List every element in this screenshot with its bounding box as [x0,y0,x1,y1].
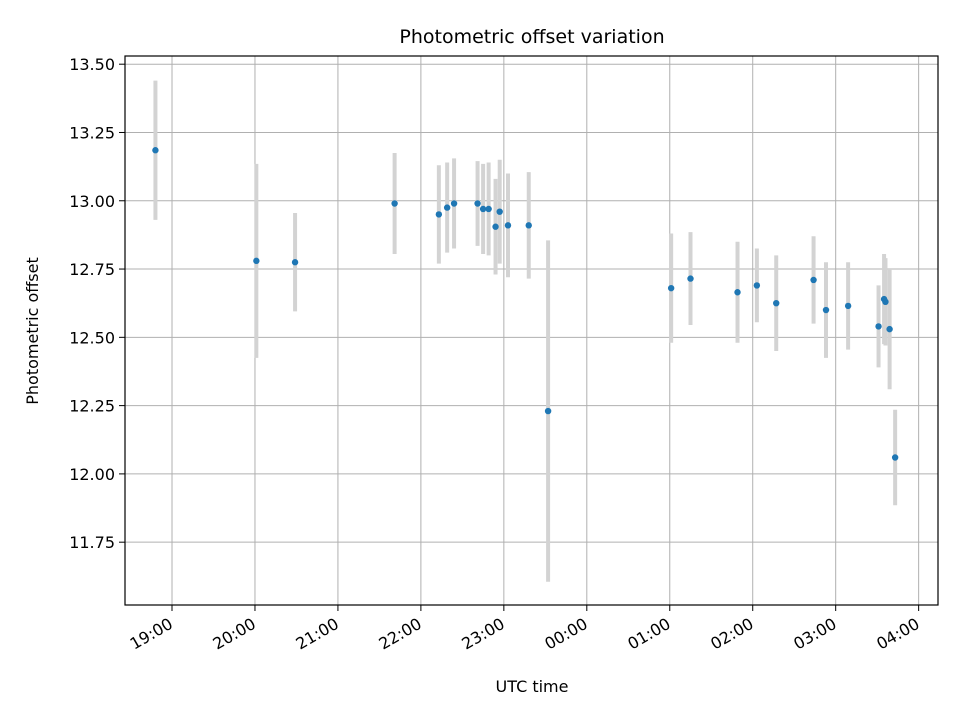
y-tick-label: 13.25 [69,123,115,142]
data-point [253,257,260,265]
data-point [891,454,899,461]
data-point [810,276,817,284]
data-point [485,205,492,213]
y-tick-label: 13.50 [69,55,115,74]
chart-title: Photometric offset variation [399,26,664,48]
data-point [479,205,487,213]
data-point [822,306,830,314]
data-point [753,282,761,289]
y-tick-label: 12.50 [69,328,115,347]
data-point [496,208,503,215]
data-point [667,284,675,292]
data-point [391,200,398,207]
x-axis-label: UTC time [496,677,569,696]
data-point [844,302,852,310]
data-point [474,200,481,207]
data-point [875,323,882,330]
data-point [291,259,299,266]
data-point [443,204,451,211]
data-point [886,325,893,333]
data-point [734,289,741,296]
data-point [492,223,499,230]
y-axis-ticks: 11.75 12.00 12.25 12.50 12.75 13.00 13.25 13.50 [69,55,125,552]
y-axis-label: Photometric offset [23,257,42,405]
y-tick-label: 12.25 [69,397,115,416]
y-tick-label: 13.00 [69,192,115,211]
grid [125,56,938,605]
y-tick-label: 11.75 [69,533,115,552]
data-point [525,222,532,229]
y-tick-label: 12.00 [69,465,115,484]
data-point [773,299,780,307]
y-tick-label: 12.75 [69,260,115,279]
data-point [544,407,552,415]
plot-frame [124,55,939,606]
data-point [435,211,443,218]
data-point [450,200,458,207]
data-point [882,298,889,306]
data-point [504,222,512,229]
data-point [152,147,159,154]
data-points [152,147,899,461]
data-point [687,275,694,282]
